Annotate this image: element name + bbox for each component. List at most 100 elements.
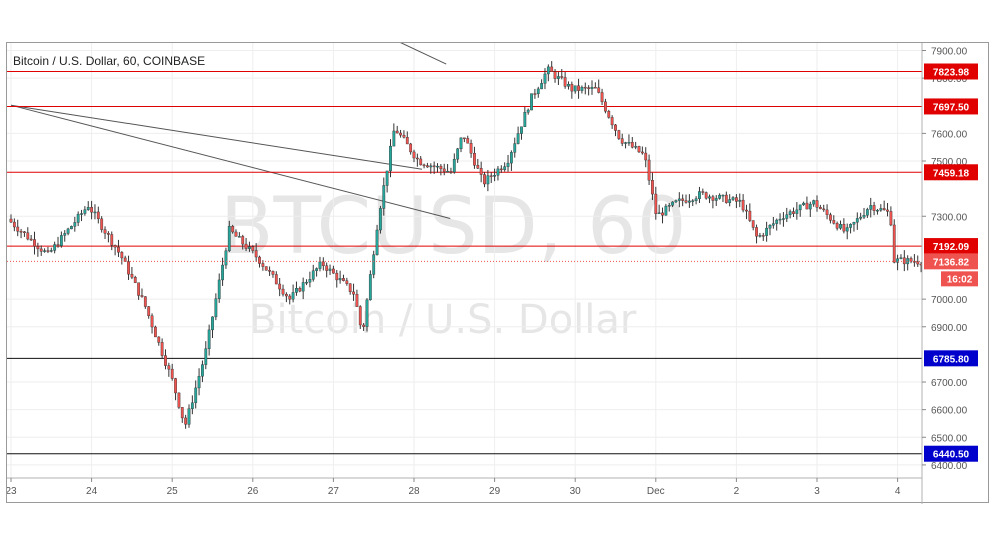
candle-body — [839, 224, 842, 229]
candle-body — [657, 212, 661, 215]
candle-body — [466, 138, 470, 144]
candle-body — [449, 171, 453, 173]
candle-body — [117, 246, 120, 253]
candle-body — [889, 211, 893, 226]
time-tick-label: 29 — [489, 486, 501, 497]
candle-body — [278, 283, 282, 290]
candle-body — [758, 235, 762, 237]
candle-body — [748, 210, 752, 221]
candle-body — [768, 225, 772, 229]
candle-body — [355, 293, 359, 307]
last-price-tag: 7136.82 16:02 — [924, 253, 978, 287]
candle-body — [667, 205, 671, 207]
candle-body — [170, 368, 174, 379]
candle-body — [180, 407, 184, 419]
price-tags: 7823.98 7697.50 7459.18 7192.09 6785.80 6440.… — [924, 63, 978, 462]
candle-body — [412, 151, 416, 159]
candle-body — [550, 66, 554, 72]
candle-body — [113, 245, 117, 248]
price-tag-bg — [924, 238, 978, 255]
candle-body — [12, 221, 16, 228]
candle-body — [140, 295, 144, 297]
price-tag-bg — [924, 63, 978, 80]
time-tick-label: 25 — [167, 486, 179, 497]
candle-body — [493, 175, 496, 177]
candle-body — [825, 209, 829, 215]
candle-body — [157, 336, 161, 343]
candle-body — [822, 208, 826, 211]
price-axis[interactable]: 7900.00 7800.00 7600.00 7500.00 7300.00 7000.… — [922, 47, 968, 472]
candle-body — [842, 224, 846, 232]
candle-body — [221, 264, 224, 281]
candle-body — [442, 168, 446, 172]
candle-body — [456, 148, 460, 160]
candle-body — [513, 143, 517, 153]
horizontal-levels[interactable] — [7, 71, 922, 455]
time-tick-label: 28 — [408, 486, 420, 497]
candle-body — [788, 211, 792, 215]
candle-body — [593, 87, 597, 89]
candle-body — [882, 208, 886, 211]
candle-body — [214, 298, 218, 318]
candle-body — [728, 199, 732, 203]
price-tag-label: 6440.50 — [933, 450, 970, 461]
candle-body — [365, 299, 369, 327]
candle-body — [533, 93, 537, 95]
candle-body — [432, 165, 436, 168]
time-tick-label: 2 — [734, 486, 740, 497]
candle-body — [708, 196, 711, 199]
trend-line — [10, 104, 451, 219]
candle-body — [375, 229, 379, 255]
candle-body — [795, 209, 799, 214]
candle-body — [204, 348, 208, 365]
candle-body — [29, 238, 33, 241]
candlestick-chart: BTCUSD, 60 Bitcoin / U.S. Dollar 7900.00… — [7, 43, 978, 504]
time-axis[interactable]: 23 24 25 26 27 28 29 30 Dec 2 3 4 — [7, 478, 901, 497]
candle-body — [446, 171, 449, 173]
candle-body — [345, 280, 349, 284]
candle-body — [462, 137, 466, 140]
candle-body — [147, 306, 151, 317]
candle-body — [43, 250, 46, 252]
candle-body — [614, 124, 617, 131]
candle-body — [150, 315, 154, 328]
candle-body — [56, 244, 60, 246]
candle-body — [879, 208, 883, 211]
candle-body — [348, 283, 352, 293]
candle-body — [546, 66, 550, 75]
candle-body — [738, 199, 742, 202]
candle-body — [647, 159, 651, 181]
candle-body — [39, 248, 43, 252]
candle-body — [536, 88, 540, 95]
candle-body — [389, 145, 392, 172]
candle-body — [617, 130, 621, 139]
candle-body — [698, 191, 701, 199]
candle-body — [587, 87, 591, 89]
candle-body — [338, 278, 342, 281]
price-tick-label: 6700.00 — [931, 378, 968, 389]
candle-body — [590, 87, 594, 89]
candle-body — [382, 185, 386, 209]
trend-lines[interactable] — [10, 43, 451, 219]
candle-body — [261, 263, 265, 267]
candle-body — [405, 137, 409, 145]
candle-body — [573, 85, 577, 92]
candle-body — [499, 168, 503, 171]
candle-body — [133, 276, 137, 283]
candle-body — [86, 207, 90, 210]
candle-body — [123, 257, 127, 262]
candle-body — [775, 219, 779, 224]
candle-body — [422, 164, 426, 167]
candle-body — [664, 205, 668, 216]
candle-body — [335, 272, 339, 281]
symbol-title: Bitcoin / U.S. Dollar, 60, COINBASE — [13, 54, 205, 68]
candle-body — [177, 392, 181, 408]
candle-body — [19, 231, 23, 233]
time-tick-label: 24 — [86, 486, 98, 497]
candle-body — [268, 270, 271, 272]
candle-body — [231, 226, 235, 233]
candle-body — [721, 194, 725, 197]
candle-body — [295, 288, 298, 293]
candle-body — [392, 130, 396, 147]
candle-body — [782, 218, 785, 220]
